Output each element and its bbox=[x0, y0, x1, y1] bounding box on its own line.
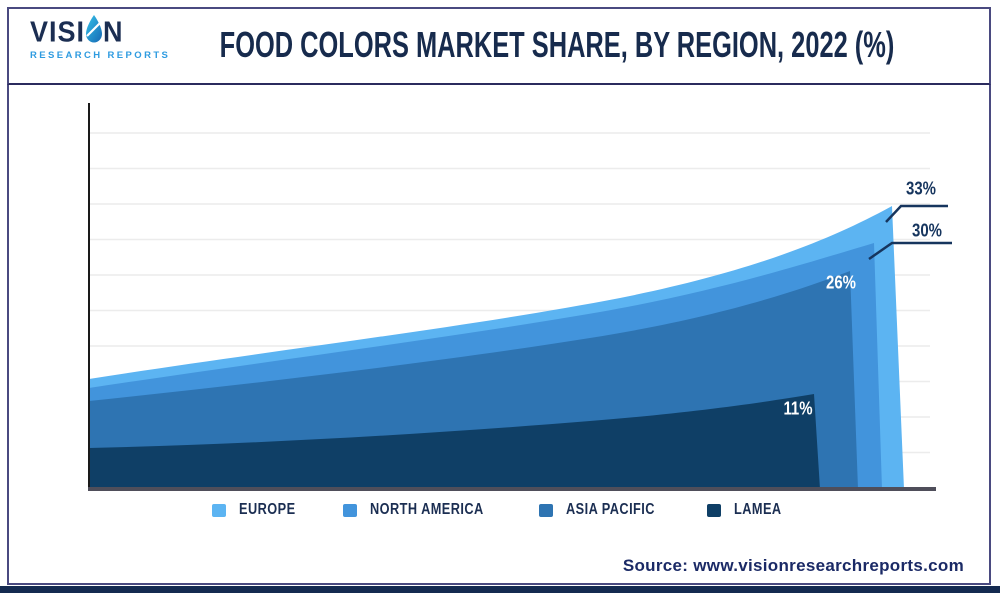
brand-logo: VISI N RESEARCH REPORTS bbox=[30, 15, 171, 61]
legend-swatch-europe bbox=[211, 503, 226, 517]
value-label-north-america: 30% bbox=[912, 220, 942, 241]
droplet-icon bbox=[86, 15, 103, 43]
chart-card bbox=[7, 7, 991, 585]
logo-text-visi: VISI bbox=[30, 15, 86, 48]
header-band bbox=[7, 7, 991, 85]
legend-label-asia-pacific: ASIA PACIFIC bbox=[566, 501, 656, 519]
source-attribution: Source: www.visionresearchreports.com bbox=[622, 556, 964, 575]
value-label-asia-pacific: 26% bbox=[826, 272, 856, 293]
legend-label-lamea: LAMEA bbox=[734, 501, 782, 519]
logo-text-n: N bbox=[103, 15, 124, 48]
legend-label-europe: EUROPE bbox=[238, 501, 296, 519]
legend-label-north-america: NORTH AMERICA bbox=[369, 501, 484, 519]
legend-item-asia-pacific: ASIA PACIFIC bbox=[539, 503, 667, 518]
logo-subtitle: RESEARCH REPORTS bbox=[30, 50, 171, 61]
legend: EUROPE NORTH AMERICA ASIA PACIFIC LAMEA bbox=[0, 503, 1000, 518]
legend-item-lamea: LAMEA bbox=[707, 503, 788, 518]
legend-swatch-north-america bbox=[342, 503, 357, 517]
value-label-europe: 33% bbox=[906, 178, 936, 199]
legend-swatch-lamea bbox=[707, 503, 722, 517]
bottom-accent-bar bbox=[0, 586, 1000, 593]
value-label-lamea: 11% bbox=[783, 398, 813, 419]
page-title: FOOD COLORS MARKET SHARE, BY REGION, 202… bbox=[219, 23, 895, 66]
legend-item-europe: EUROPE bbox=[211, 501, 303, 519]
legend-item-north-america: NORTH AMERICA bbox=[342, 501, 499, 519]
legend-swatch-asia-pacific bbox=[539, 503, 554, 517]
